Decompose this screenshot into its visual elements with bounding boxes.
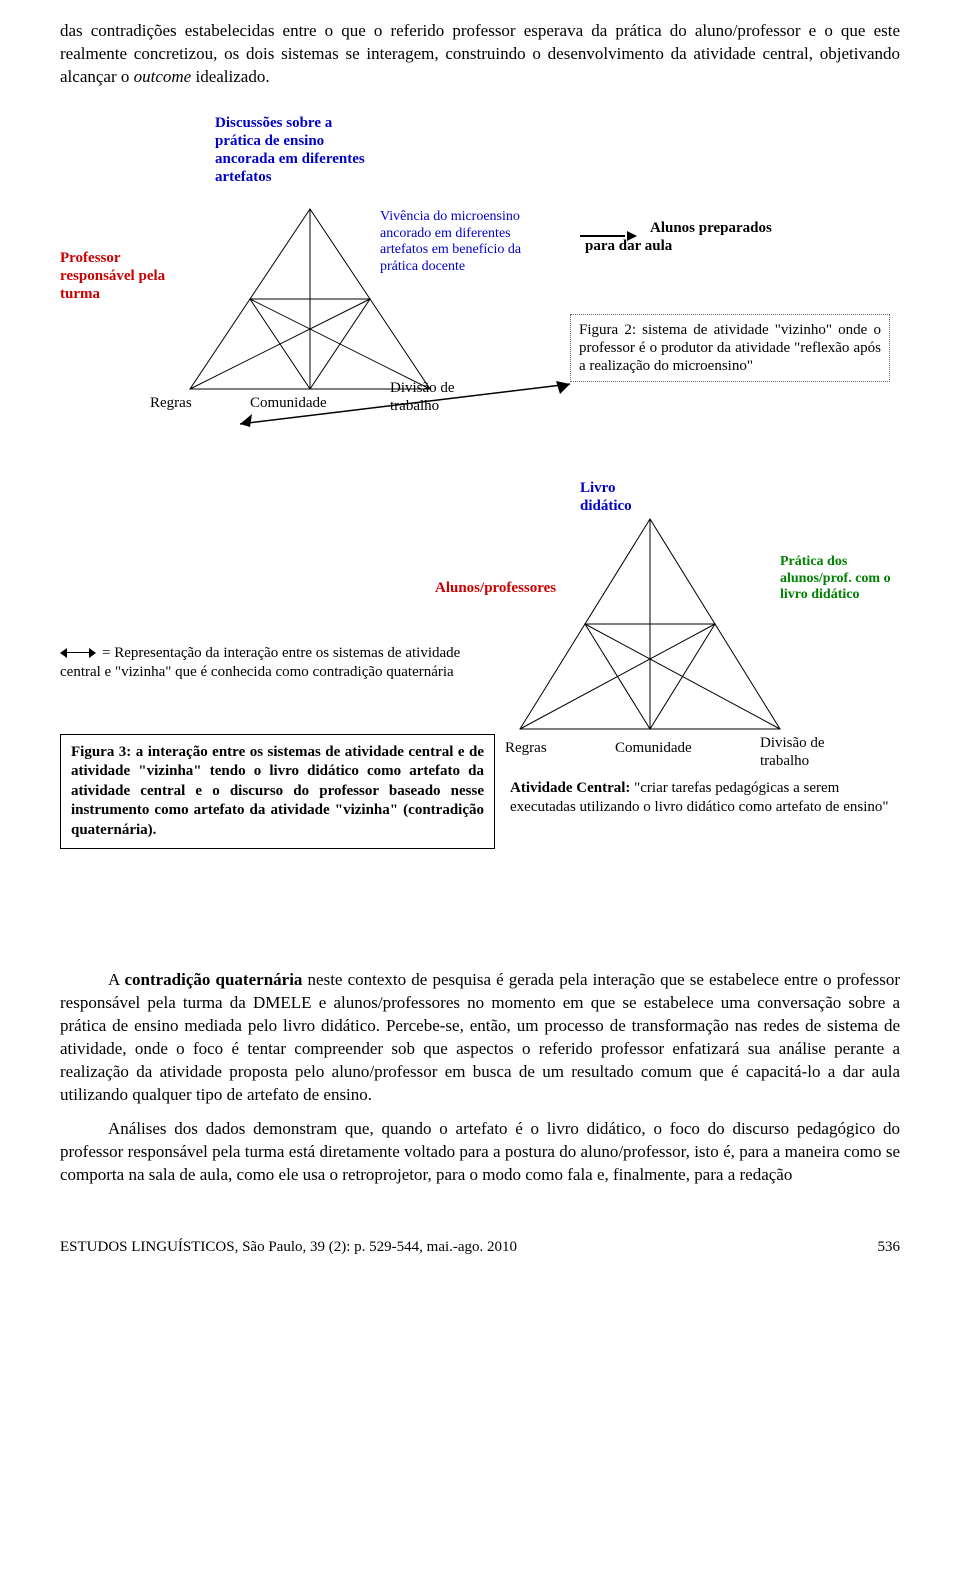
- legend-text: = Representação da interação entre os si…: [60, 644, 500, 683]
- paragraph-3: Análises dos dados demonstram que, quand…: [60, 1118, 900, 1187]
- p2b: contradição quaternária: [124, 970, 302, 989]
- figure-3-diagram: Livro didático Alunos/professores Prátic…: [60, 479, 900, 939]
- outcome-prep: Alunos preparados: [650, 220, 772, 236]
- livro-label: Livro didático: [580, 479, 660, 515]
- regras-label: Regras: [150, 394, 192, 412]
- figure-2-caption: Figura 2: sistema de atividade "vizinho"…: [570, 314, 890, 382]
- figure-2-diagram: Professor responsável pela turma Discuss…: [60, 119, 900, 459]
- subject-label: Professor responsável pela turma: [60, 249, 170, 303]
- intro-paragraph: das contradições estabelecidas entre o q…: [60, 20, 900, 89]
- activity-triangle-2-icon: [510, 519, 790, 739]
- page-footer: ESTUDOS LINGUÍSTICOS, São Paulo, 39 (2):…: [60, 1237, 900, 1257]
- comunidade2-label: Comunidade: [615, 739, 692, 757]
- vivencia-label: Vivência do microensino ancorado em dife…: [380, 209, 545, 276]
- para1-b: idealizado.: [191, 67, 269, 86]
- footer-citation: ESTUDOS LINGUÍSTICOS, São Paulo, 39 (2):…: [60, 1237, 517, 1257]
- para1-italic: outcome: [134, 67, 192, 86]
- ativ-central-label: Atividade Central:: [510, 780, 634, 796]
- figure-3-caption: Figura 3: a interação entre os sistemas …: [60, 734, 495, 850]
- divisao2-label: Divisão de trabalho: [760, 734, 850, 770]
- p2c: neste contexto de pesquisa é gerada pela…: [60, 970, 900, 1104]
- outcome-post: para dar aula: [585, 238, 672, 254]
- page-number: 536: [878, 1237, 901, 1257]
- atividade-central-text: Atividade Central: "criar tarefas pedagó…: [510, 779, 890, 818]
- regras2-label: Regras: [505, 739, 547, 757]
- double-arrow-icon: [60, 648, 96, 658]
- outcome-label: Alunos preparados para dar aula: [585, 219, 865, 255]
- p2a: A: [108, 970, 124, 989]
- artifact-top-label: Discussões sobre a prática de ensino anc…: [215, 114, 365, 186]
- pratica-label: Prática dos alunos/prof. com o livro did…: [780, 554, 900, 604]
- paragraph-2: A contradição quaternária neste contexto…: [60, 969, 900, 1107]
